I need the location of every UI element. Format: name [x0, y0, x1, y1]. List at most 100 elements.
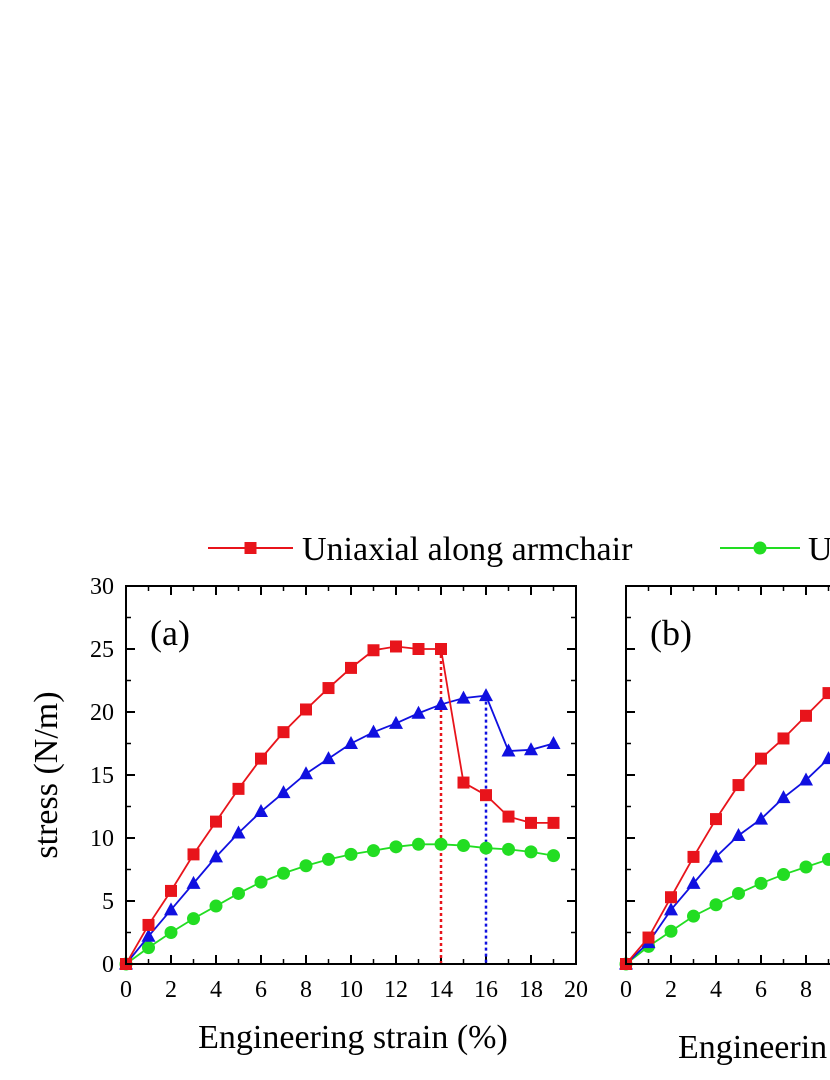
panel-a-point [344, 736, 358, 749]
panel-a-point [502, 843, 515, 856]
panel-a-point [390, 640, 402, 652]
panel-a-ytick-label: 5 [102, 889, 114, 915]
panel-a-point [457, 839, 470, 852]
panel-b-point [755, 877, 768, 890]
panel-b-point [822, 853, 830, 866]
panel-a-point [368, 644, 380, 656]
panel-a-ytick-label: 30 [90, 574, 114, 600]
legend: Uniaxial along armchair U [208, 531, 830, 568]
panel-b-point [777, 868, 790, 881]
panel-a-label: (a) [150, 613, 190, 653]
panel-a-series-line [126, 844, 554, 964]
panel-b-point [687, 910, 700, 923]
panel-b-point [755, 753, 767, 765]
panel-a-ytick-label: 0 [102, 952, 114, 978]
panel-a-point [525, 845, 538, 858]
panel-a-point [390, 840, 403, 853]
panel-a-point [255, 753, 267, 765]
panel-a-point [503, 811, 515, 823]
panel-b-point [732, 887, 745, 900]
panel-a-ytick-label: 25 [90, 637, 114, 663]
panel-b-point [823, 687, 830, 699]
legend-label: U [808, 531, 830, 568]
panel-a-point [435, 838, 448, 851]
panel-b-xtick-label: 0 [620, 977, 632, 1003]
panel-a-point [322, 751, 336, 764]
panel-a-point [525, 817, 537, 829]
panel-a-point [413, 643, 425, 655]
panel-a-point [187, 912, 200, 925]
panel-b-xtick-label: 2 [665, 977, 677, 1003]
panel-a-ylabel: stress (N/m) [28, 691, 65, 858]
panel-a-point [277, 785, 291, 798]
panel-a-point [367, 844, 380, 857]
panel-a-point [548, 817, 560, 829]
panel-b-label: (b) [650, 613, 692, 653]
panel-a-point [255, 876, 268, 889]
panel-a-xtick-label: 16 [474, 977, 498, 1003]
panel-a-point [480, 789, 492, 801]
panel-a-point [435, 643, 447, 655]
panel-b-point [710, 813, 722, 825]
legend-marker [754, 542, 767, 555]
panel-a-xtick-label: 0 [120, 977, 132, 1003]
panel-a-xtick-label: 12 [384, 977, 408, 1003]
panel-b-xtick-label: 4 [710, 977, 722, 1003]
legend-marker [245, 542, 257, 554]
panel-b-point [777, 790, 791, 803]
panel-a-point [278, 726, 290, 738]
panel-b-point [732, 828, 746, 841]
panel-a-point [547, 736, 561, 749]
panel-a-point [210, 900, 223, 913]
panel-a-xlabel: Engineering strain (%) [198, 1019, 508, 1056]
panel-b-xtick-label: 6 [755, 977, 767, 1003]
panel-b-point [778, 732, 790, 744]
panel-a-point [210, 816, 222, 828]
panel-b-series-line [626, 693, 829, 964]
panel-b-xtick-label: 8 [800, 977, 812, 1003]
panel-a-ytick-label: 15 [90, 763, 114, 789]
panel-a-xtick-label: 4 [210, 977, 222, 1003]
panel-a-point [300, 859, 313, 872]
panel-a-point [323, 682, 335, 694]
panel-a-point [389, 716, 403, 729]
panel-b-point [688, 851, 700, 863]
panel-a-xtick-label: 6 [255, 977, 267, 1003]
panel-a-point [458, 777, 470, 789]
panel-a-ytick-label: 10 [90, 826, 114, 852]
panel-a-xtick-label: 18 [519, 977, 543, 1003]
panel-b-xlabel: Engineerin [678, 1029, 827, 1066]
panel-a-point [479, 688, 493, 701]
legend-label: Uniaxial along armchair [302, 531, 633, 568]
panel-b-point [665, 891, 677, 903]
panel-a-point [233, 783, 245, 795]
panel-a-xtick-label: 10 [339, 977, 363, 1003]
panel-b-point [643, 932, 655, 944]
panel-a-point [547, 849, 560, 862]
panel-b-point [800, 860, 813, 873]
panel-a-point [345, 848, 358, 861]
panel-a-frame [126, 586, 576, 964]
panel-b-point [733, 779, 745, 791]
panel-a-point [322, 853, 335, 866]
panel-a-xtick-label: 14 [429, 977, 453, 1003]
panel-b-series-line [626, 859, 829, 964]
panel-b-point [710, 898, 723, 911]
panel-a-point [165, 885, 177, 897]
panel-a-xtick-label: 20 [564, 977, 588, 1003]
panel-a-point [300, 703, 312, 715]
panel-b: 0 2 4 6 8 (b) Engineerin [619, 586, 830, 1066]
panel-b-point [822, 751, 830, 764]
panel-a-point [254, 804, 268, 817]
panel-a-point [232, 887, 245, 900]
panel-a-point [345, 662, 357, 674]
panel-a-point [299, 766, 313, 779]
panel-a-point [480, 842, 493, 855]
panel-a-xtick-label: 8 [300, 977, 312, 1003]
panel-a-point [188, 848, 200, 860]
panel-b-point [665, 925, 678, 938]
panel-a-point [165, 926, 178, 939]
